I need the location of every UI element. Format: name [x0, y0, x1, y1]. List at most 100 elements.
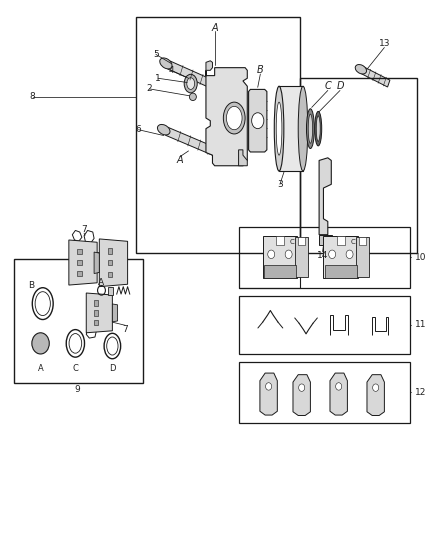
Polygon shape [97, 253, 102, 273]
Ellipse shape [276, 102, 282, 155]
Text: A: A [98, 278, 104, 287]
Ellipse shape [223, 102, 245, 134]
Text: 10: 10 [415, 253, 426, 262]
Text: 14: 14 [317, 252, 328, 261]
Text: B: B [257, 66, 264, 75]
Polygon shape [293, 375, 311, 416]
Bar [239, 296, 410, 354]
Polygon shape [323, 236, 358, 278]
Text: C: C [351, 239, 355, 245]
Bar [359, 237, 366, 245]
Bar [94, 300, 98, 305]
Text: A: A [212, 23, 218, 33]
Polygon shape [86, 293, 113, 333]
Text: 4: 4 [168, 66, 174, 75]
Polygon shape [206, 68, 247, 166]
Polygon shape [206, 61, 212, 70]
Ellipse shape [189, 93, 196, 101]
Bar [108, 248, 112, 254]
Circle shape [346, 250, 353, 259]
Circle shape [285, 250, 292, 259]
Text: C: C [325, 81, 331, 91]
Bar [78, 271, 81, 277]
Text: 2: 2 [147, 84, 152, 93]
Text: 9: 9 [74, 385, 81, 394]
Text: 5: 5 [153, 50, 159, 59]
Bar [298, 237, 305, 245]
Circle shape [268, 250, 275, 259]
Polygon shape [168, 61, 220, 91]
Bar [239, 227, 410, 288]
Text: 11: 11 [415, 320, 426, 329]
Bar [108, 287, 113, 295]
Polygon shape [99, 239, 127, 287]
Text: A: A [38, 364, 43, 373]
Polygon shape [262, 236, 297, 278]
Text: 12: 12 [415, 387, 426, 397]
Text: 8: 8 [30, 92, 35, 101]
Ellipse shape [315, 111, 322, 146]
Polygon shape [239, 150, 247, 166]
Ellipse shape [308, 114, 313, 143]
Bar [336, 236, 345, 245]
Polygon shape [367, 375, 385, 416]
Polygon shape [264, 265, 296, 278]
Bar [239, 362, 410, 423]
Text: 1: 1 [155, 74, 161, 83]
Polygon shape [260, 373, 277, 415]
Bar [94, 320, 98, 326]
Circle shape [265, 383, 272, 390]
Bar [136, 17, 300, 253]
Bar [78, 248, 81, 254]
Text: 7: 7 [123, 325, 128, 334]
Polygon shape [356, 237, 369, 277]
Text: C: C [290, 239, 294, 245]
Ellipse shape [160, 58, 172, 69]
Polygon shape [295, 237, 308, 277]
Bar [108, 260, 112, 265]
Bar [14, 259, 143, 383]
Text: B: B [28, 280, 34, 289]
Ellipse shape [157, 125, 170, 135]
Polygon shape [94, 252, 99, 273]
Bar [94, 310, 98, 316]
Text: A: A [177, 156, 183, 165]
Bar [78, 260, 81, 265]
Ellipse shape [298, 86, 308, 171]
Polygon shape [325, 265, 357, 278]
Circle shape [336, 383, 342, 390]
Circle shape [328, 250, 336, 259]
Text: 6: 6 [136, 125, 141, 134]
Text: 3: 3 [277, 180, 283, 189]
Ellipse shape [355, 64, 367, 74]
Bar [276, 236, 284, 245]
Polygon shape [330, 373, 347, 415]
Polygon shape [361, 67, 390, 87]
Text: 7: 7 [81, 225, 87, 234]
Ellipse shape [226, 107, 242, 130]
Circle shape [299, 384, 305, 391]
Bar [108, 272, 112, 277]
Ellipse shape [184, 74, 197, 93]
Polygon shape [319, 235, 332, 245]
Polygon shape [249, 90, 267, 152]
Ellipse shape [187, 78, 194, 90]
Ellipse shape [221, 83, 230, 94]
Ellipse shape [274, 86, 284, 171]
Ellipse shape [32, 333, 49, 354]
Polygon shape [319, 158, 331, 235]
Polygon shape [69, 240, 97, 285]
Ellipse shape [223, 86, 228, 91]
Circle shape [373, 384, 379, 391]
Text: C: C [72, 364, 78, 373]
Ellipse shape [316, 116, 320, 141]
Polygon shape [279, 86, 303, 171]
Bar [300, 78, 417, 253]
Polygon shape [166, 127, 218, 157]
Text: D: D [336, 81, 344, 91]
Polygon shape [113, 304, 117, 322]
Text: D: D [109, 364, 116, 373]
Ellipse shape [252, 113, 264, 128]
Ellipse shape [307, 109, 314, 149]
Text: 13: 13 [378, 39, 390, 49]
